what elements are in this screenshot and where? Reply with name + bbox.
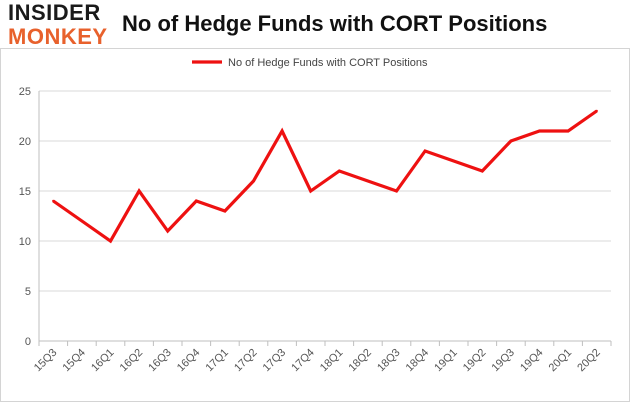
x-tick-label: 15Q4	[60, 347, 88, 375]
data-point	[566, 129, 570, 133]
x-tick-labels: 15Q3 15Q4 16Q1 16Q2 16Q3 16Q4 17Q1 17Q2 17Q3 17Q4…	[32, 347, 603, 375]
data-point	[52, 199, 55, 203]
data-point	[252, 179, 255, 183]
grid-layer	[39, 90, 611, 292]
data-point	[481, 169, 484, 173]
x-tick-label: 18Q1	[318, 347, 346, 375]
x-tick-label: 16Q3	[146, 347, 174, 375]
page-title: No of Hedge Funds with CORT Positions	[122, 11, 548, 36]
data-point	[137, 189, 141, 193]
x-tick-label: 18Q4	[404, 347, 432, 375]
x-tick-label: 17Q3	[261, 347, 289, 375]
x-tick-label: 17Q4	[289, 347, 317, 375]
data-point	[338, 169, 341, 173]
data-point	[366, 179, 370, 183]
data-point	[166, 229, 169, 233]
x-tick-label: 19Q3	[489, 347, 517, 375]
y-tick-label: 0	[25, 336, 31, 348]
y-tick-label: 25	[19, 86, 31, 98]
x-tick-label: 18Q2	[346, 347, 374, 375]
x-tick-label: 17Q1	[203, 347, 231, 375]
x-tick-label: 19Q1	[432, 347, 460, 375]
data-point	[538, 129, 541, 133]
x-tick-label: 19Q4	[518, 347, 546, 375]
axis-layer	[38, 91, 612, 346]
data-point	[80, 219, 84, 223]
x-tick-label: 18Q3	[375, 347, 403, 375]
x-tick-label: 16Q4	[175, 347, 203, 375]
y-tick-label: 5	[25, 286, 31, 298]
logo-text-top: INSIDER	[8, 0, 101, 25]
y-tick-label: 15	[19, 186, 31, 198]
x-tick-label: 16Q2	[118, 347, 146, 375]
y-tick-labels: 0 5 10 15 20 25	[19, 86, 31, 348]
data-point	[395, 189, 398, 193]
x-tick-label: 20Q2	[575, 347, 603, 375]
data-point	[280, 129, 284, 133]
data-point	[509, 139, 513, 143]
logo-text-bottom: MONKEY	[8, 24, 108, 49]
x-tick-label: 17Q2	[232, 347, 260, 375]
data-point	[423, 149, 427, 153]
y-tick-label: 20	[19, 136, 31, 148]
series-layer	[52, 109, 598, 244]
x-tick-label: 20Q1	[547, 347, 575, 375]
data-point	[452, 159, 455, 163]
legend-label: No of Hedge Funds with CORT Positions	[228, 57, 428, 69]
data-point	[195, 199, 198, 203]
data-point	[109, 239, 112, 243]
data-point	[595, 109, 598, 113]
insider-monkey-logo: INSIDER MONKEY	[8, 2, 116, 52]
data-point	[223, 209, 227, 213]
legend: No of Hedge Funds with CORT Positions	[192, 57, 428, 69]
x-tick-label: 19Q2	[461, 347, 489, 375]
y-tick-label: 10	[19, 236, 31, 248]
series-line-0	[52, 109, 598, 244]
data-point	[309, 189, 312, 193]
x-tick-label: 15Q3	[32, 347, 60, 375]
x-tick-label: 16Q1	[89, 347, 117, 375]
